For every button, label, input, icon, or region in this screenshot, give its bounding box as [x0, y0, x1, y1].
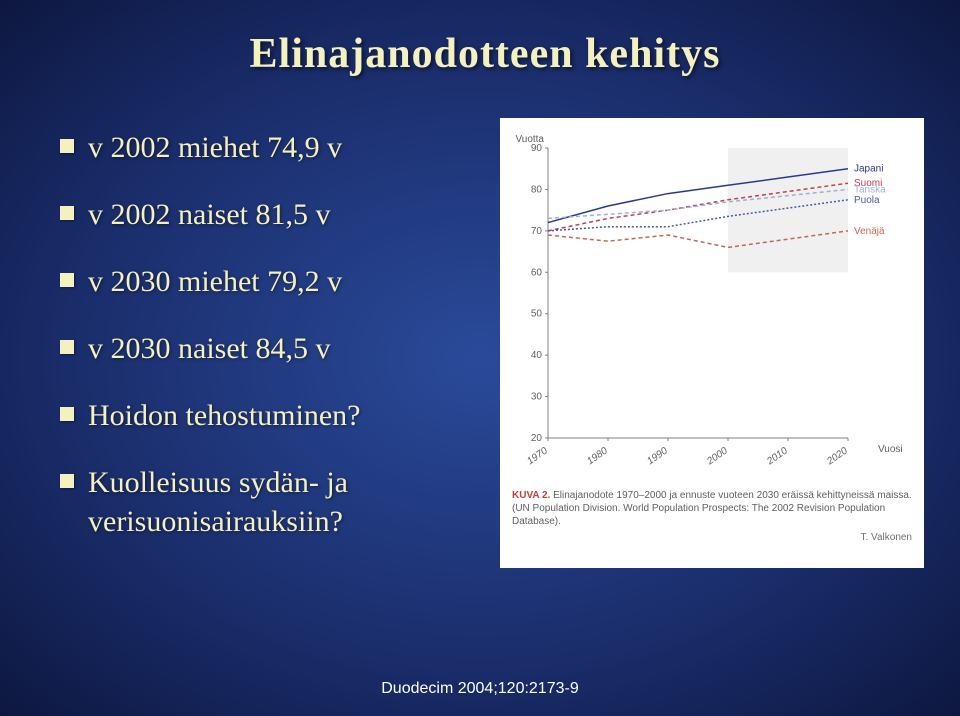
- svg-text:90: 90: [531, 143, 543, 154]
- content-row: v 2002 miehet 74,9 v v 2002 naiset 81,5 …: [60, 118, 910, 569]
- bullet-list: v 2002 miehet 74,9 v v 2002 naiset 81,5 …: [60, 118, 480, 569]
- svg-text:Tanska: Tanska: [854, 184, 886, 195]
- bullet-text: Hoidon tehostuminen?: [88, 396, 360, 435]
- list-item: Kuolleisuus sydän- ja verisuonisairauksi…: [60, 463, 480, 541]
- chart-area: Vuotta2030405060708090197019801990200020…: [512, 128, 912, 483]
- svg-text:70: 70: [531, 226, 543, 237]
- svg-text:30: 30: [531, 392, 543, 403]
- svg-text:Japani: Japani: [854, 164, 883, 175]
- svg-text:Venäjä: Venäjä: [854, 226, 885, 237]
- bullet-text: v 2030 naiset 84,5 v: [88, 329, 330, 368]
- list-item: v 2030 naiset 84,5 v: [60, 329, 480, 368]
- bullet-icon: [60, 273, 74, 287]
- list-item: v 2030 miehet 79,2 v: [60, 262, 480, 301]
- caption-label: KUVA 2.: [512, 490, 550, 501]
- chart-author: T. Valkonen: [512, 532, 912, 543]
- svg-text:50: 50: [531, 309, 543, 320]
- svg-text:80: 80: [531, 184, 543, 195]
- bullet-text: v 2002 miehet 74,9 v: [88, 128, 342, 167]
- bullet-icon: [60, 407, 74, 421]
- svg-text:60: 60: [531, 267, 543, 278]
- slide: Elinajanodotteen kehitys v 2002 miehet 7…: [0, 0, 960, 716]
- bullet-icon: [60, 474, 74, 488]
- bullet-text: v 2030 miehet 79,2 v: [88, 262, 342, 301]
- bullet-icon: [60, 206, 74, 220]
- svg-text:20: 20: [531, 433, 543, 444]
- svg-text:2000: 2000: [704, 445, 730, 468]
- bullet-text: v 2002 naiset 81,5 v: [88, 195, 330, 234]
- svg-text:Vuosi: Vuosi: [878, 444, 903, 455]
- bullet-text: Kuolleisuus sydän- ja verisuonisairauksi…: [88, 463, 480, 541]
- svg-text:1990: 1990: [645, 445, 670, 467]
- list-item: v 2002 naiset 81,5 v: [60, 195, 480, 234]
- svg-text:2010: 2010: [764, 445, 790, 468]
- chart-svg: Vuotta2030405060708090197019801990200020…: [512, 128, 912, 478]
- chart-panel: Vuotta2030405060708090197019801990200020…: [500, 118, 924, 568]
- svg-text:40: 40: [531, 350, 543, 361]
- page-title: Elinajanodotteen kehitys: [60, 30, 910, 78]
- bullet-icon: [60, 340, 74, 354]
- caption-text: Elinajanodote 1970–2000 ja ennuste vuote…: [512, 490, 912, 527]
- svg-text:Puola: Puola: [854, 195, 880, 206]
- footer-citation: Duodecim 2004;120:2173-9: [0, 680, 960, 698]
- list-item: v 2002 miehet 74,9 v: [60, 128, 480, 167]
- list-item: Hoidon tehostuminen?: [60, 396, 480, 435]
- bullet-icon: [60, 139, 74, 153]
- chart-caption: KUVA 2. Elinajanodote 1970–2000 ja ennus…: [512, 489, 912, 528]
- svg-text:1970: 1970: [525, 445, 550, 467]
- svg-text:1980: 1980: [585, 445, 610, 467]
- svg-text:2020: 2020: [824, 445, 850, 468]
